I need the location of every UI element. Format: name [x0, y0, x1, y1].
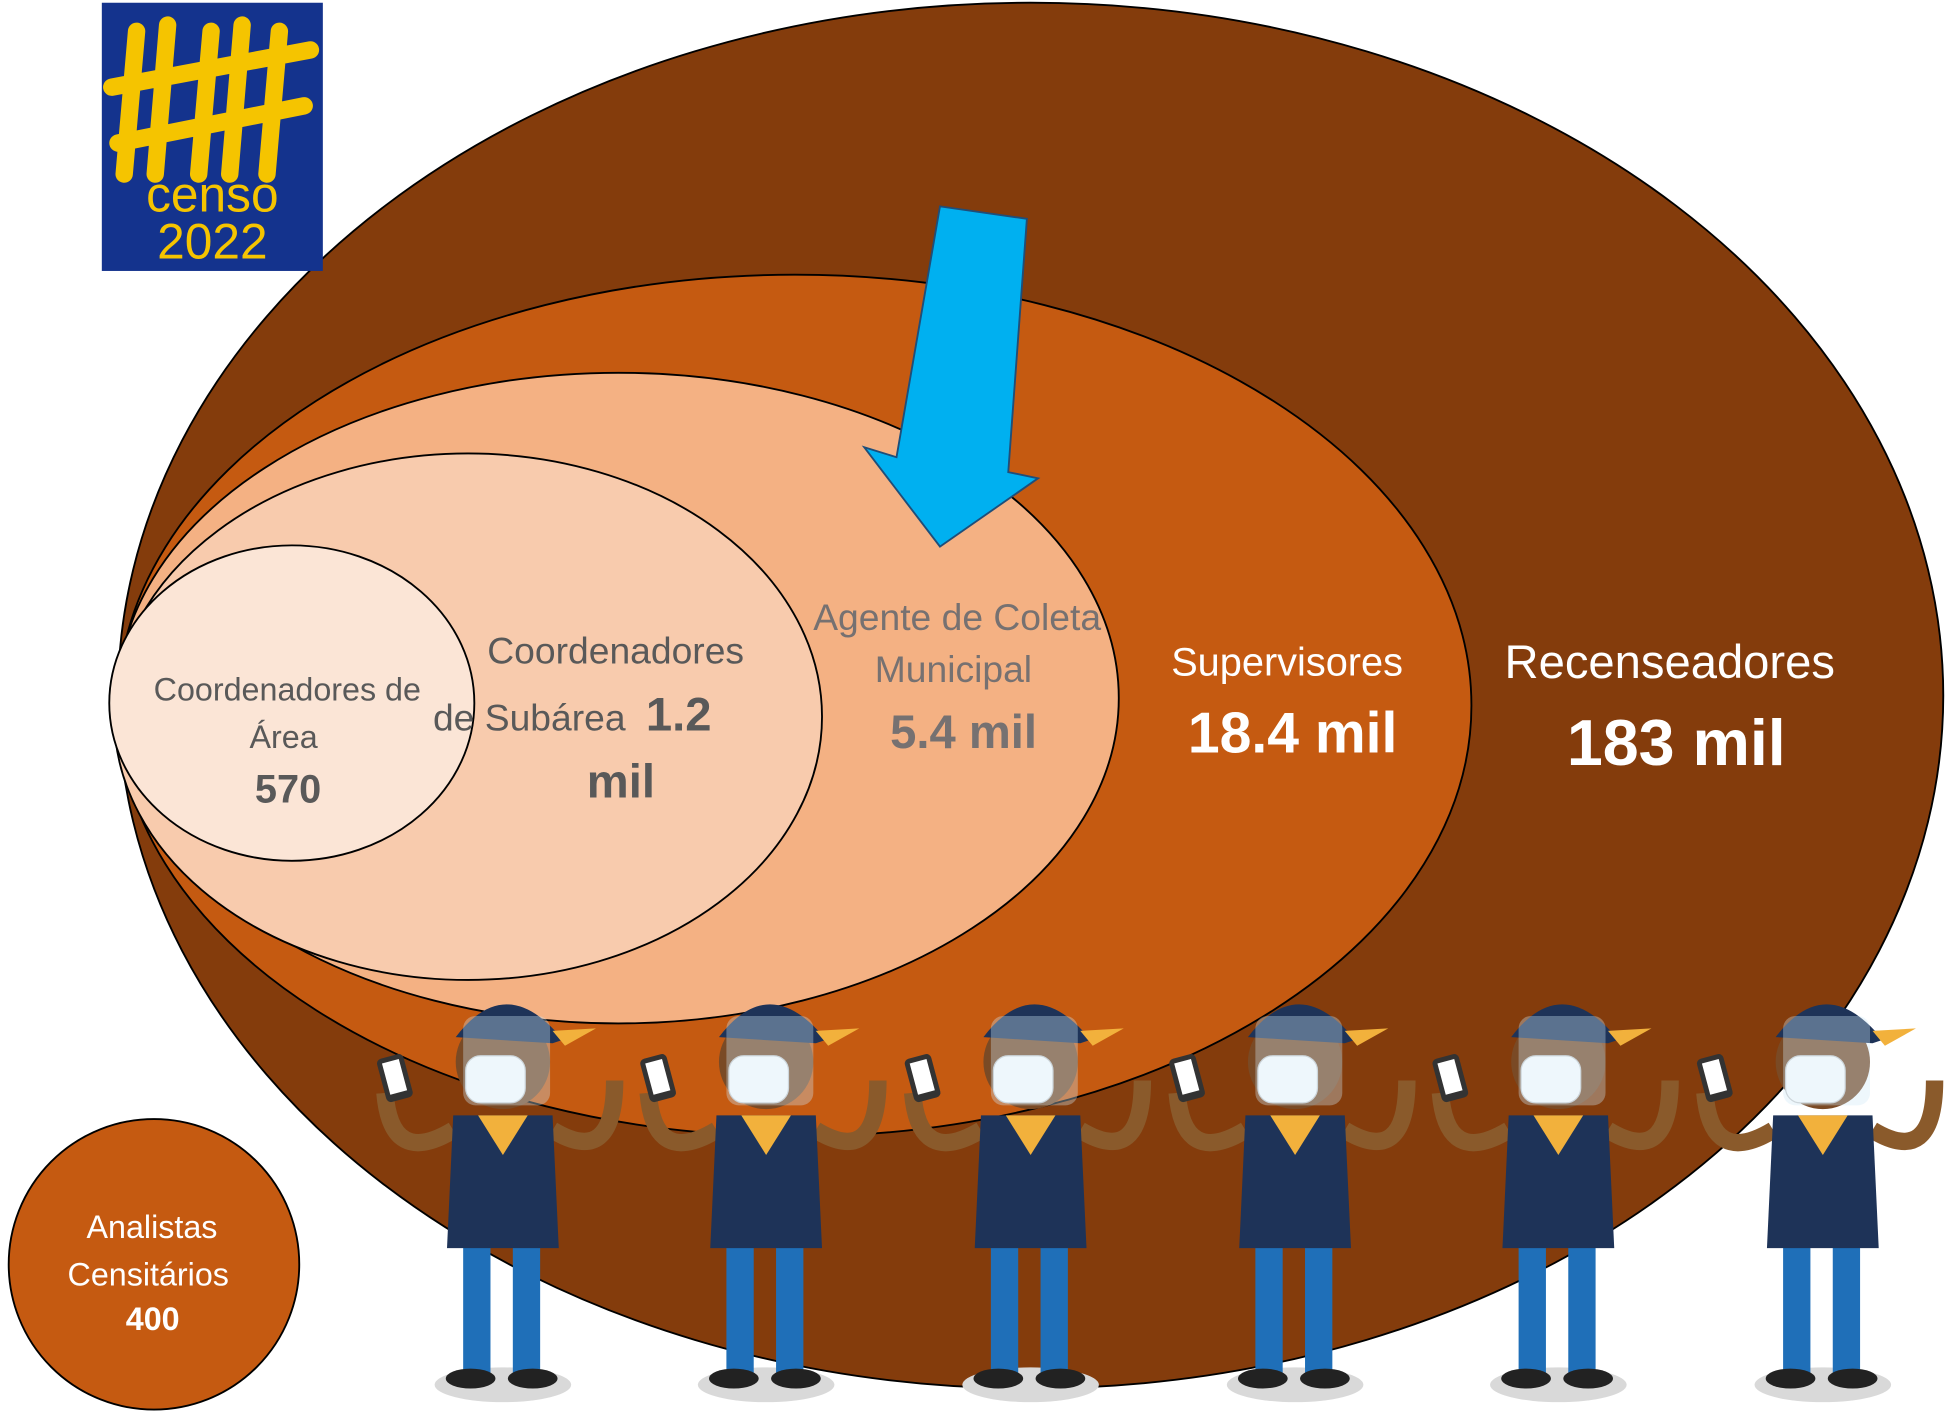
arrow — [861, 205, 1041, 548]
node-label: Agente de Coleta Municipal 5.4 mil — [813, 596, 1111, 758]
node-label: Coordenadores de Subárea 1.2 mil — [433, 629, 754, 807]
analistas-circle — [7, 1118, 301, 1411]
node-label: Recenseadores 183 mil — [1505, 635, 1849, 779]
node-label: Supervisores 18.4 mil — [1171, 641, 1414, 766]
logo-text: censo — [146, 166, 279, 222]
logo-text: 2022 — [157, 214, 267, 270]
logo: censo 2022 — [101, 2, 323, 271]
area-ellipse — [108, 544, 476, 862]
node-label: Coordenadores de Área 570 — [154, 672, 430, 812]
node-label: Analistas Censitários 400 — [68, 1209, 238, 1337]
